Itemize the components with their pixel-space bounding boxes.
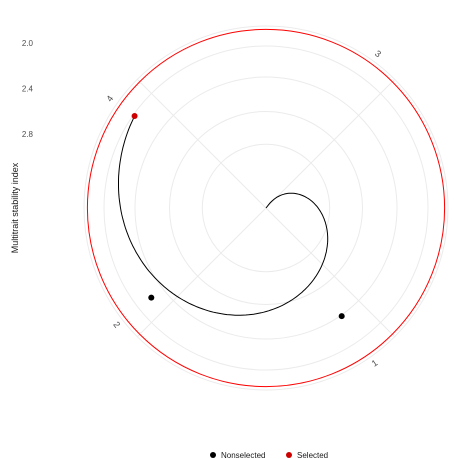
radial-tick-labels: 2.0 2.4 2.8 — [22, 39, 34, 139]
point-genotype-4 — [131, 113, 138, 119]
polar-grid — [83, 25, 449, 391]
point-genotype-1 — [338, 313, 345, 320]
legend-nonselected-label: Nonselected — [221, 451, 265, 459]
spiral-curve-layer — [118, 115, 329, 316]
r-tick-label-1: 2.4 — [22, 85, 34, 94]
legend-selected-label: Selected — [297, 451, 328, 459]
category-label-1: 1 — [370, 358, 380, 369]
cutpoint-circle — [86, 28, 446, 388]
grid-ring-3 — [103, 45, 429, 371]
r-tick-label-2: 2.8 — [22, 130, 34, 139]
angular-tick-labels: 1 2 3 4 — [104, 48, 383, 368]
category-label-4: 4 — [104, 94, 115, 104]
category-label-3: 3 — [373, 48, 383, 59]
cutpoint-circle-layer — [86, 28, 446, 388]
grid-ring-0 — [201, 143, 331, 273]
genotype-points — [131, 113, 345, 320]
legend-nonselected-marker — [210, 452, 216, 458]
grid-ring-4 — [83, 25, 449, 391]
category-label-2: 2 — [111, 320, 122, 330]
y-axis-title: Multitrait stability index — [10, 162, 20, 253]
legend-selected-marker — [286, 452, 292, 458]
legend: Nonselected Selected — [210, 451, 328, 459]
point-genotype-2 — [148, 294, 155, 301]
grid-ring-2 — [134, 76, 398, 340]
stability-curve — [118, 115, 329, 316]
r-tick-label-0: 2.0 — [22, 39, 34, 48]
grid-ring-1 — [169, 111, 363, 305]
